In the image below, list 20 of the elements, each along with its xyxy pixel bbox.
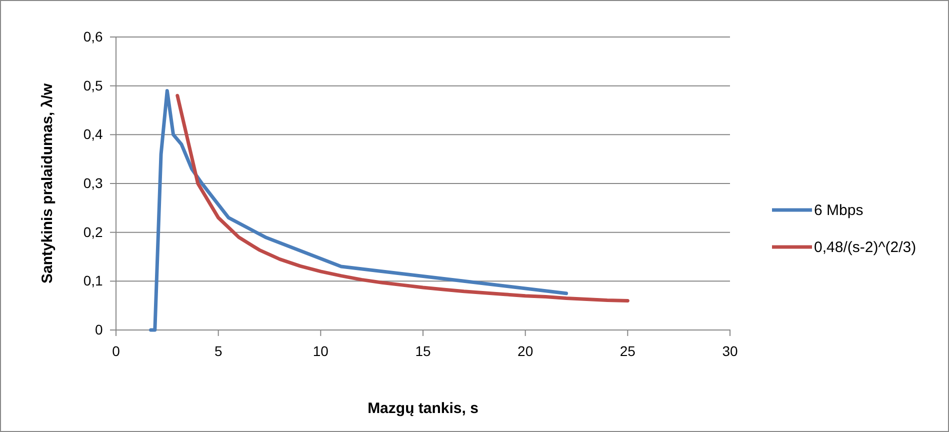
y-tick-label: 0,2: [83, 224, 104, 240]
legend-label: 6 Mbps: [814, 202, 864, 219]
x-tick-label: 15: [415, 342, 431, 359]
x-tick-label: 20: [518, 342, 534, 359]
y-tick-label: 0,4: [83, 126, 104, 142]
y-tick-label: 0,5: [83, 77, 104, 94]
x-tick-label: 0: [112, 342, 120, 359]
line-series: [149, 88, 568, 332]
y-tick-label: 0,6: [83, 28, 104, 44]
line-series: [176, 94, 630, 302]
y-tick-label: 0,1: [83, 272, 104, 289]
x-axis-title: Mazgų tankis, s: [368, 400, 478, 417]
x-tick-label: 10: [312, 342, 329, 359]
y-tick-label: 0: [95, 321, 104, 338]
y-axis-title: Santykinis pralaidumas, λ/w: [39, 83, 56, 284]
x-tick-label: 25: [620, 342, 636, 359]
y-tick-label: 0,3: [83, 174, 104, 191]
x-tick-label: 30: [722, 342, 738, 359]
legend-label: 0,48/(s-2)^(2/3): [814, 239, 916, 256]
x-tick-label: 5: [214, 342, 222, 359]
